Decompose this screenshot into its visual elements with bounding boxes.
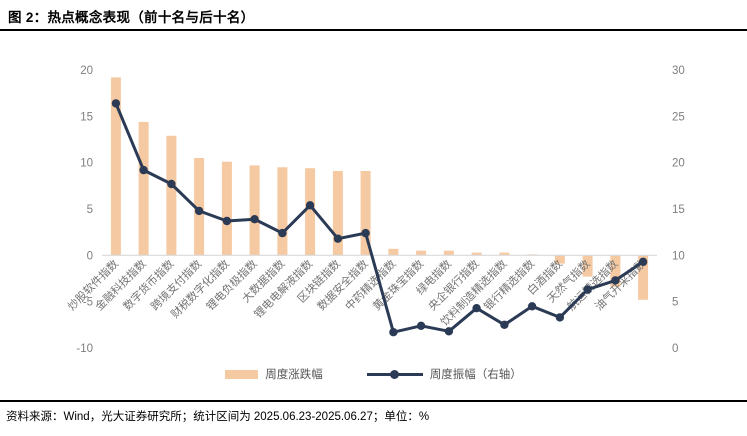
left-axis-tick-label: -5 (83, 297, 93, 309)
line-series-swatch-icon (366, 369, 423, 379)
line-marker (250, 215, 259, 224)
right-axis-tick-label: 10 (672, 250, 685, 262)
bar (360, 171, 371, 256)
line-marker (444, 327, 454, 336)
line-marker (361, 228, 370, 238)
left-axis-tick-label: 20 (80, 65, 93, 77)
left-axis-tick-label: 5 (87, 204, 93, 216)
line-swatch-marker (389, 369, 399, 379)
line-marker (472, 304, 481, 313)
bar (582, 255, 593, 277)
line-marker (583, 285, 592, 294)
line-marker (222, 216, 232, 226)
left-axis-tick-label: 15 (80, 111, 93, 123)
left-axis-tick-label: 0 (87, 250, 93, 262)
line-marker (167, 179, 176, 189)
bar (138, 121, 149, 256)
bar (638, 255, 649, 300)
bar (443, 250, 454, 256)
line-marker (194, 206, 204, 216)
line-marker (500, 320, 509, 329)
line-marker (389, 328, 398, 337)
line-marker (111, 99, 121, 108)
line-marker (305, 201, 315, 210)
right-axis-tick-label: 0 (672, 343, 678, 355)
source-note: 资料来源：Wind，光大证券研究所；统计区间为 2025.06.23-2025.… (0, 400, 747, 424)
bar (471, 252, 482, 256)
legend-line-label: 周度振幅（右轴） (429, 369, 522, 381)
bar (554, 255, 565, 264)
bar (194, 158, 205, 256)
bar (499, 252, 510, 256)
right-axis-tick-label: 30 (672, 65, 685, 77)
bar (166, 135, 177, 256)
bar (110, 77, 121, 256)
bar (332, 171, 343, 256)
bar (416, 250, 427, 256)
bar (277, 167, 288, 256)
legend-item-bar: 周度涨跌幅 (225, 366, 323, 382)
right-axis-tick-label: 25 (672, 111, 685, 123)
chart-legend: 周度涨跌幅 周度振幅（右轴） (0, 366, 747, 382)
bar (610, 255, 621, 287)
bar (305, 168, 316, 256)
bar (249, 165, 260, 256)
left-axis-tick-label: 10 (80, 158, 93, 170)
line-marker (416, 321, 426, 330)
line-marker (139, 165, 148, 175)
bar (221, 161, 232, 256)
right-axis-tick-label: 5 (672, 297, 678, 309)
line-marker (638, 257, 648, 266)
line-marker (333, 234, 343, 243)
figure-title: 图 2：热点概念表现（前十名与后十名） (8, 10, 255, 25)
bar-series-swatch-icon (225, 369, 259, 379)
line-series (114, 102, 644, 334)
bar (388, 248, 399, 256)
right-axis-tick-label: 15 (672, 204, 685, 216)
line-marker (555, 313, 565, 322)
right-axis-tick-label: 20 (672, 158, 685, 170)
legend-bar-label: 周度涨跌幅 (265, 369, 323, 381)
line-marker (611, 276, 620, 285)
left-axis-tick-label: -10 (76, 343, 93, 355)
line-marker (278, 228, 287, 238)
title-divider (0, 29, 747, 31)
line-marker (527, 302, 537, 311)
legend-item-line: 周度振幅（右轴） (366, 366, 522, 382)
